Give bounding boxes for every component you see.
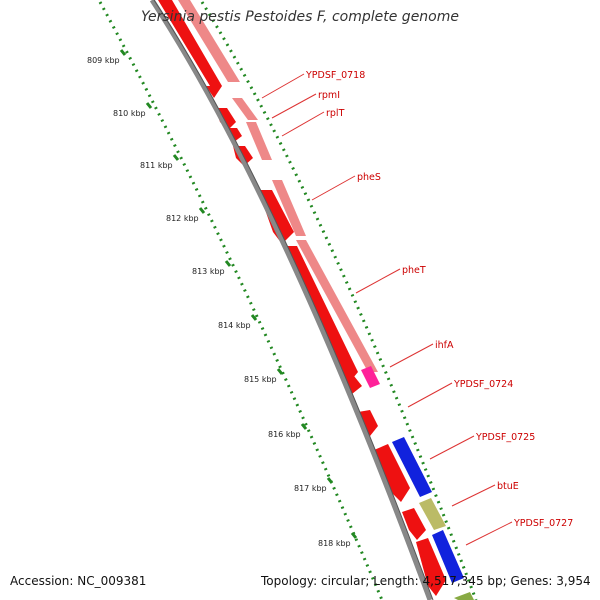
gene-leader-line xyxy=(429,435,475,460)
gene-leader-line xyxy=(389,343,434,368)
gene-leader-line xyxy=(311,175,356,201)
kbp-tick-mark xyxy=(300,423,308,430)
gene-leader-line xyxy=(465,521,513,546)
kbp-tick-mark xyxy=(250,314,258,321)
genome-summary: Topology: circular; Length: 4,517,345 bp… xyxy=(261,574,591,588)
kbp-ticks: 809 kbp 810 kbp 811 kbp 812 kbp 813 kbp 814 k… xyxy=(87,1,384,600)
cds-0724 xyxy=(358,410,378,436)
genome-title: Yersinia pestis Pestoides F, complete ge… xyxy=(141,9,459,25)
kbp-tick-label: 815 kbp xyxy=(244,375,277,384)
inner-ruler xyxy=(98,1,384,600)
blue-bar-0725 xyxy=(392,437,432,497)
kbp-tick-mark xyxy=(119,49,127,56)
gene-leader-line xyxy=(281,111,325,137)
kbp-tick-mark xyxy=(172,154,180,161)
kbp-tick-label: 818 kbp xyxy=(318,539,351,548)
kbp-tick-mark xyxy=(326,477,334,484)
gene-label: YPDSF_0725 xyxy=(475,432,535,443)
gene-label: pheT xyxy=(402,265,426,276)
kbp-tick-label: 813 kbp xyxy=(192,267,225,276)
gene-leader-line xyxy=(407,382,453,408)
gene-bar-pheS xyxy=(272,180,306,236)
kbp-tick-mark xyxy=(145,102,153,109)
gene-leader-line xyxy=(451,484,496,507)
gene-label: pheS xyxy=(357,172,381,183)
kbp-tick-label: 817 kbp xyxy=(294,484,327,493)
cds-0718 xyxy=(158,0,222,98)
kbp-tick-label: 814 kbp xyxy=(218,321,251,330)
gene-label: ihfA xyxy=(435,340,454,351)
gene-bar-ihfA xyxy=(361,366,380,388)
kbp-tick-mark xyxy=(198,207,206,214)
gene-label: YPDSF_0727 xyxy=(513,518,573,529)
accession-text: Accession: NC_009381 xyxy=(10,574,147,588)
genome-backbone xyxy=(149,0,433,600)
gene-leader-line xyxy=(271,93,317,119)
kbp-tick-mark xyxy=(350,532,358,539)
cds-btuE xyxy=(402,508,426,540)
gene-label: rpmI xyxy=(318,90,340,101)
gene-label: btuE xyxy=(497,481,519,492)
kbp-tick-mark xyxy=(224,260,232,267)
green-bar-end xyxy=(454,592,474,600)
kbp-tick-label: 812 kbp xyxy=(166,214,199,223)
gene-bar-rplT xyxy=(246,122,272,160)
gene-leader-line xyxy=(261,73,305,99)
gene-bar-rpmI xyxy=(232,98,258,120)
gene-label: YPDSF_0718 xyxy=(305,70,365,81)
gene-labels: YPDSF_0718 rpmI rplT pheS pheT ihfA YPDSF_0724… xyxy=(261,70,573,546)
kbp-tick-label: 816 kbp xyxy=(268,430,301,439)
kbp-tick-label: 811 kbp xyxy=(140,161,173,170)
backbone-shadow xyxy=(153,0,434,600)
olive-bar-btuE xyxy=(419,498,446,530)
cds-0725 xyxy=(374,444,410,502)
cds-0727 xyxy=(416,538,446,596)
gene-bar-0718 xyxy=(178,0,240,82)
kbp-tick-label: 810 kbp xyxy=(113,109,146,118)
gene-bar-pheT xyxy=(296,240,378,372)
blue-bar-0727 xyxy=(432,530,464,583)
gene-label: YPDSF_0724 xyxy=(453,379,513,390)
gene-leader-line xyxy=(355,268,401,294)
gene-label: rplT xyxy=(326,108,345,119)
kbp-tick-label: 809 kbp xyxy=(87,56,120,65)
kbp-tick-mark xyxy=(276,368,284,375)
